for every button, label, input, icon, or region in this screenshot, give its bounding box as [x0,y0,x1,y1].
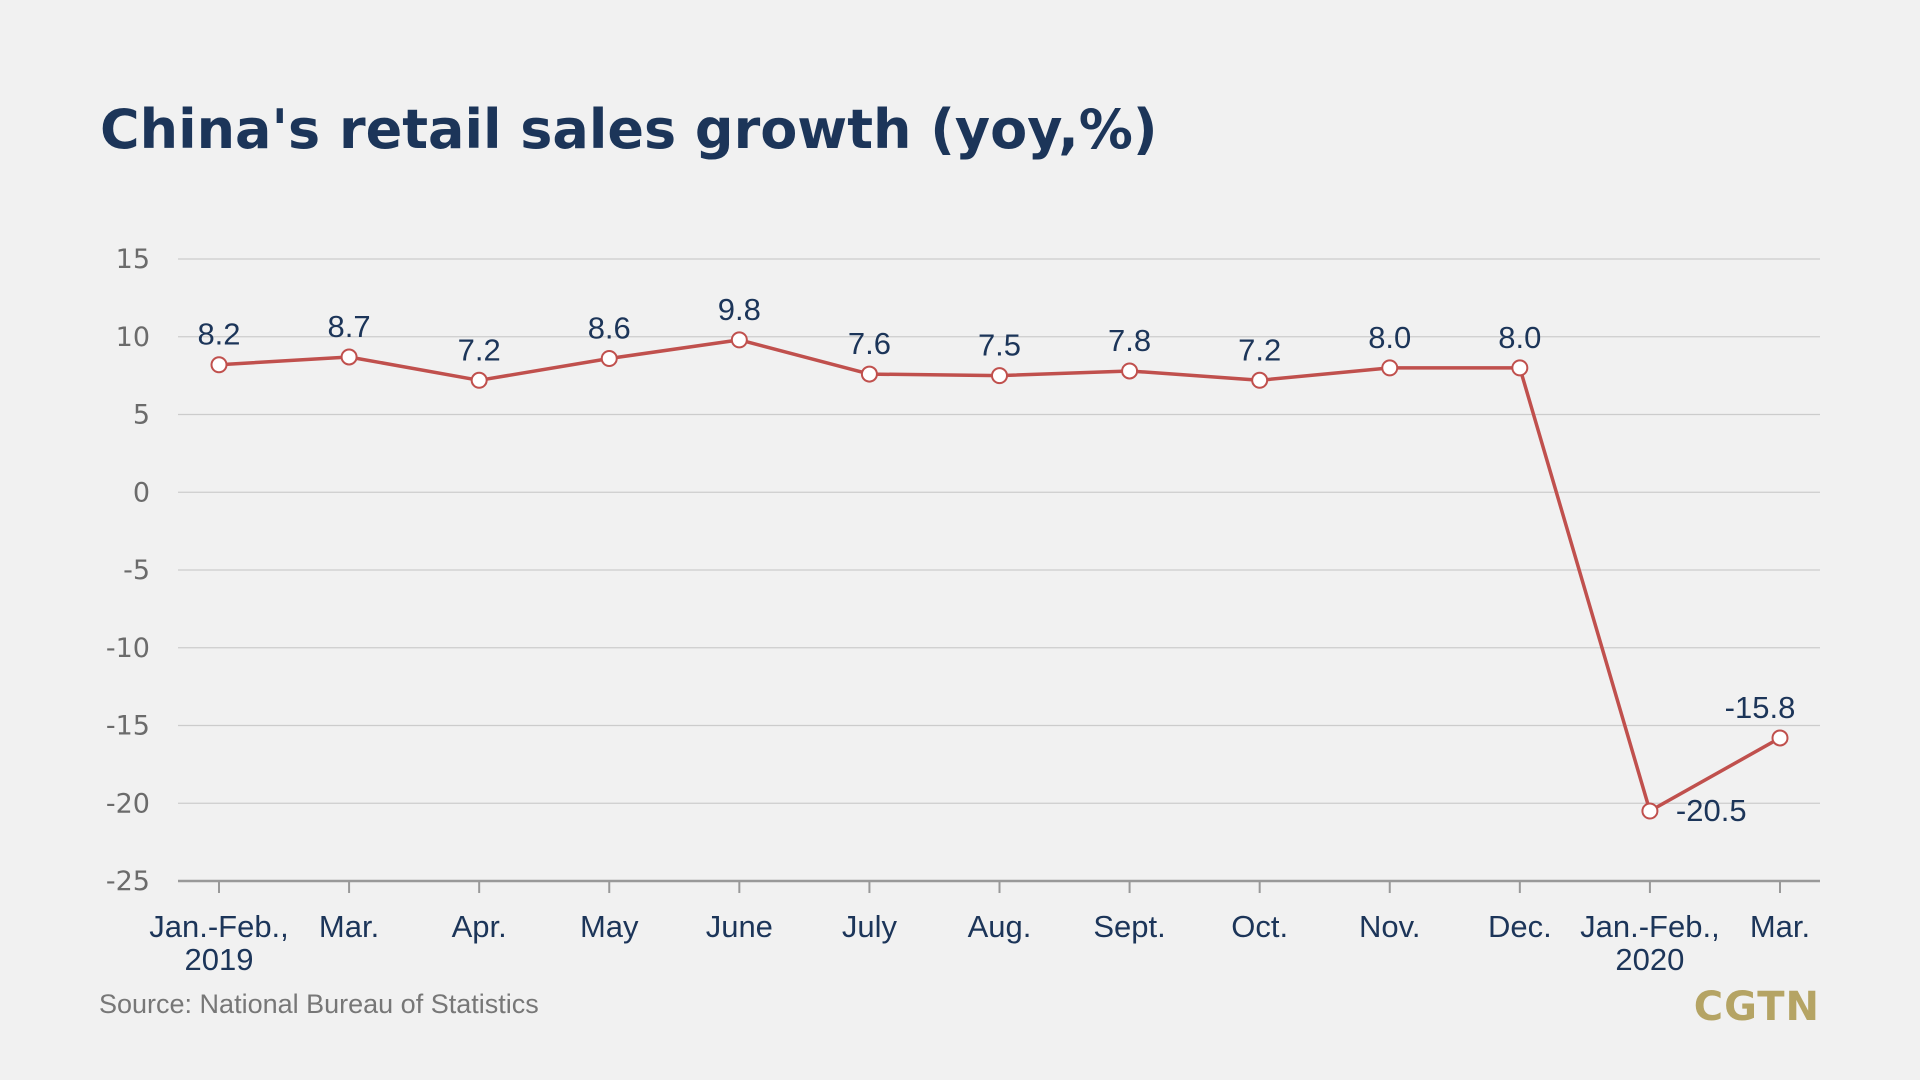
x-axis: Jan.-Feb., 2019 Mar. Apr. May June July Aug. Sep… [149,881,1810,977]
x-tick-label: July [842,909,898,944]
y-tick-label: -10 [106,633,150,664]
data-point [1121,362,1139,380]
data-point [1251,371,1269,389]
x-tick-label: Mar. [1750,909,1810,944]
data-labels: 8.2 8.7 7.2 8.6 9.8 7.6 7.5 7.8 7.2 8.0 8.0 -20.5 -1… [197,292,1795,828]
data-point [991,367,1008,385]
x-tick-label: Dec. [1488,909,1552,944]
data-points [210,331,1789,820]
data-point [1641,802,1659,820]
y-tick-label: -5 [123,555,150,586]
y-tick-label: -20 [106,788,150,819]
chart-title: China's retail sales growth (yoy,%) [100,98,1158,161]
data-label: 8.0 [1498,320,1541,355]
data-point [860,365,878,383]
x-tick-label: Nov. [1359,909,1420,944]
data-point [210,356,228,374]
data-label: 8.7 [328,309,371,344]
x-tick-label: June [706,909,773,944]
data-label: 8.6 [588,311,631,346]
y-tick-label: -15 [106,711,150,742]
y-tick-label: 5 [133,400,150,431]
data-label: 7.8 [1108,323,1151,358]
data-point [730,331,748,349]
data-label: 7.2 [458,332,501,367]
data-point [1771,729,1789,747]
y-tick-label: -25 [106,866,150,897]
source-note: Source: National Bureau of Statistics [99,989,539,1019]
y-tick-label: 10 [116,322,150,353]
data-label: -15.8 [1725,690,1796,725]
data-point [340,348,358,366]
x-tick-label: Mar. [319,909,379,944]
x-tick-label: Sept. [1093,909,1165,944]
data-point [470,371,488,389]
x-tick-label: Oct. [1231,909,1288,944]
series-polyline [218,338,1781,813]
data-label: 7.2 [1238,332,1281,367]
data-point [600,350,618,368]
x-tick-label: May [580,909,639,944]
series-line [218,338,1781,813]
data-label: 7.6 [848,326,891,361]
y-tick-label: 15 [116,244,150,275]
data-point [1381,359,1399,377]
x-tick-label: Jan.-Feb., 2020 [1580,909,1720,977]
data-label: 8.2 [197,317,240,352]
x-tick-label: Aug. [968,909,1032,944]
data-point [1511,359,1529,377]
y-tick-label: 0 [133,477,150,508]
data-label: 7.5 [978,328,1021,363]
x-tick-label: Jan.-Feb., 2019 [149,909,289,977]
data-label: -20.5 [1676,793,1747,828]
data-label: 9.8 [718,292,761,327]
data-label: 8.0 [1368,320,1411,355]
y-axis-ticks: 15 10 5 0 -5 -10 -15 -20 -25 [106,244,150,897]
x-tick-label: Apr. [452,909,507,944]
cgtn-logo: CGTN [1694,984,1820,1030]
